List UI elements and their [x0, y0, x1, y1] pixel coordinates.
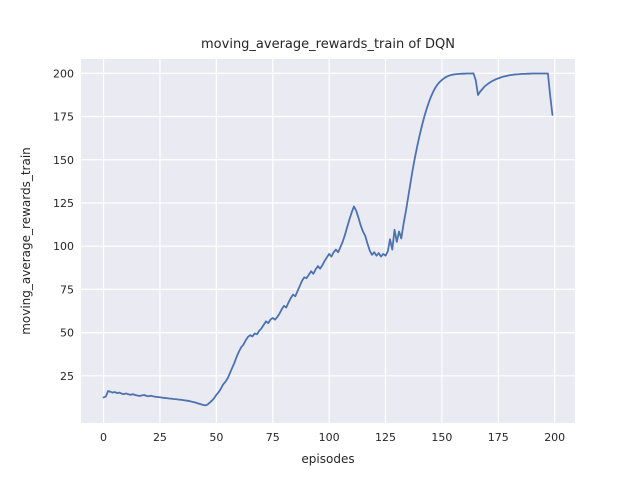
y-tick-label: 175	[53, 111, 74, 124]
x-tick-label: 25	[153, 431, 167, 444]
x-tick-label: 175	[488, 431, 509, 444]
y-tick-label: 150	[53, 154, 74, 167]
x-tick-label: 100	[319, 431, 340, 444]
plot-area	[81, 59, 575, 423]
y-tick-label: 25	[60, 370, 74, 383]
x-tick-label: 75	[266, 431, 280, 444]
y-tick-labels: 25 50 75 100 125 150 175 200	[53, 67, 74, 382]
y-tick-label: 100	[53, 240, 74, 253]
y-tick-label: 50	[60, 327, 74, 340]
x-tick-label: 50	[209, 431, 223, 444]
x-tick-label: 0	[100, 431, 107, 444]
chart-title: moving_average_rewards_train of DQN	[201, 37, 455, 52]
x-tick-labels: 0 25 50 75 100 125 150 175 200	[100, 431, 565, 444]
data-line-dqn	[102, 72, 554, 407]
x-axis-label: episodes	[301, 452, 354, 466]
y-tick-label: 200	[53, 67, 74, 80]
x-tick-label: 200	[544, 431, 565, 444]
y-tick-label: 125	[53, 197, 74, 210]
y-axis-label: moving_average_rewards_train	[19, 147, 33, 335]
y-tick-label: 75	[60, 283, 74, 296]
x-tick-label: 125	[375, 431, 396, 444]
gridlines	[81, 59, 575, 423]
x-tick-label: 150	[431, 431, 452, 444]
